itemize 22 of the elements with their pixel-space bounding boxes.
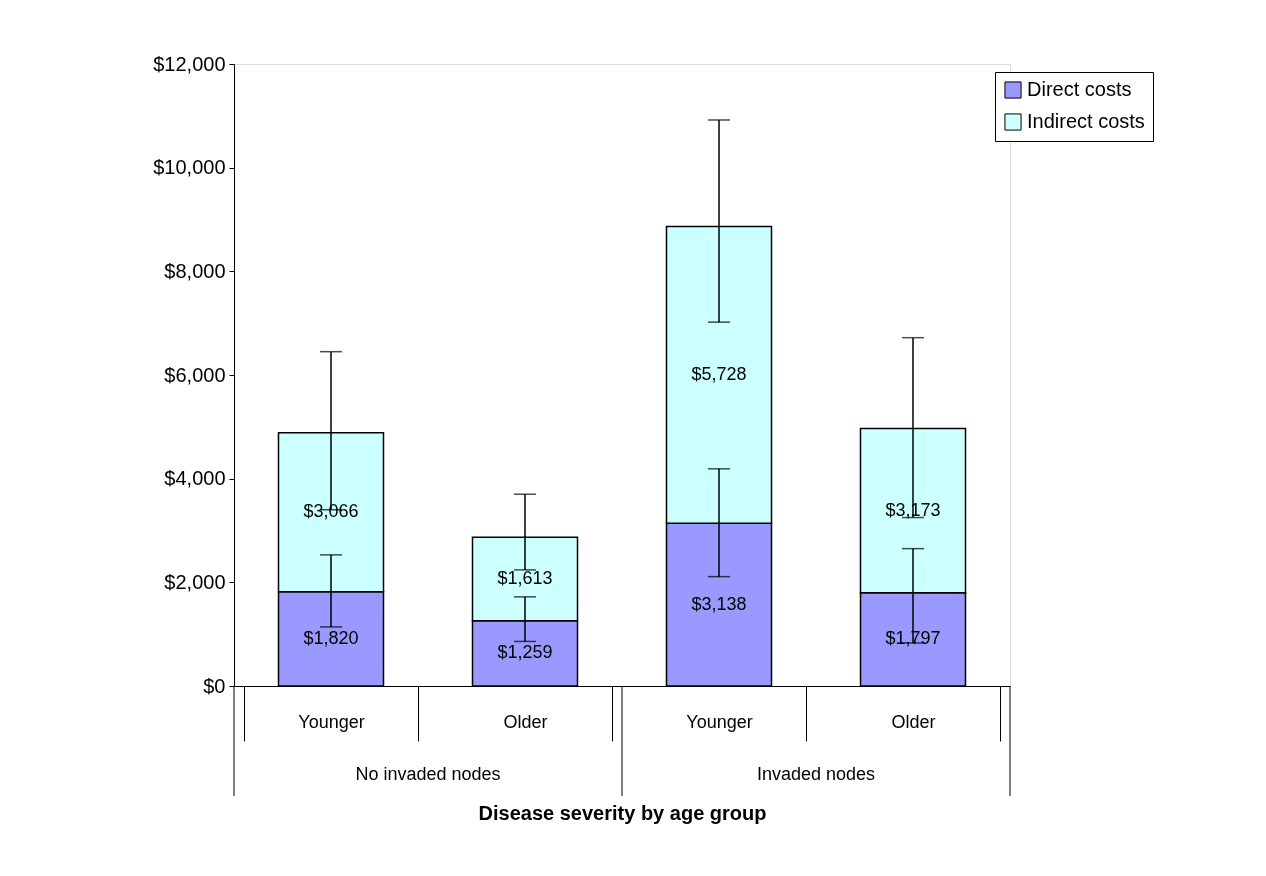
text: Invaded nodes <box>756 764 876 784</box>
x-tick-label: Younger <box>298 711 365 732</box>
data-label: $1,613 <box>497 567 553 588</box>
y-tick-label: $8,000 <box>164 259 226 282</box>
data-label: $1,259 <box>497 642 553 663</box>
y-tick-label: $12,000 <box>153 52 226 75</box>
x-tick-label: Younger <box>686 711 753 732</box>
x-axis-title: Disease severity by age group <box>478 802 767 824</box>
data-label: $5,728 <box>691 363 747 384</box>
y-tick-label: $0 <box>203 674 226 697</box>
text: No invaded nodes <box>355 764 501 784</box>
legend-label: Indirect costs <box>1027 110 1145 132</box>
x-tick-label: Older <box>891 711 936 732</box>
legend-label: Direct costs <box>1027 78 1132 100</box>
y-tick-label: $4,000 <box>164 467 226 490</box>
data-label: $3,138 <box>691 593 747 614</box>
data-label: $1,820 <box>303 627 359 648</box>
y-tick-label: $2,000 <box>164 570 226 593</box>
y-tick-label: $10,000 <box>153 156 226 179</box>
data-label: $3,066 <box>303 501 359 522</box>
x-tick-label: Older <box>503 711 548 732</box>
y-tick-label: $6,000 <box>164 363 226 386</box>
